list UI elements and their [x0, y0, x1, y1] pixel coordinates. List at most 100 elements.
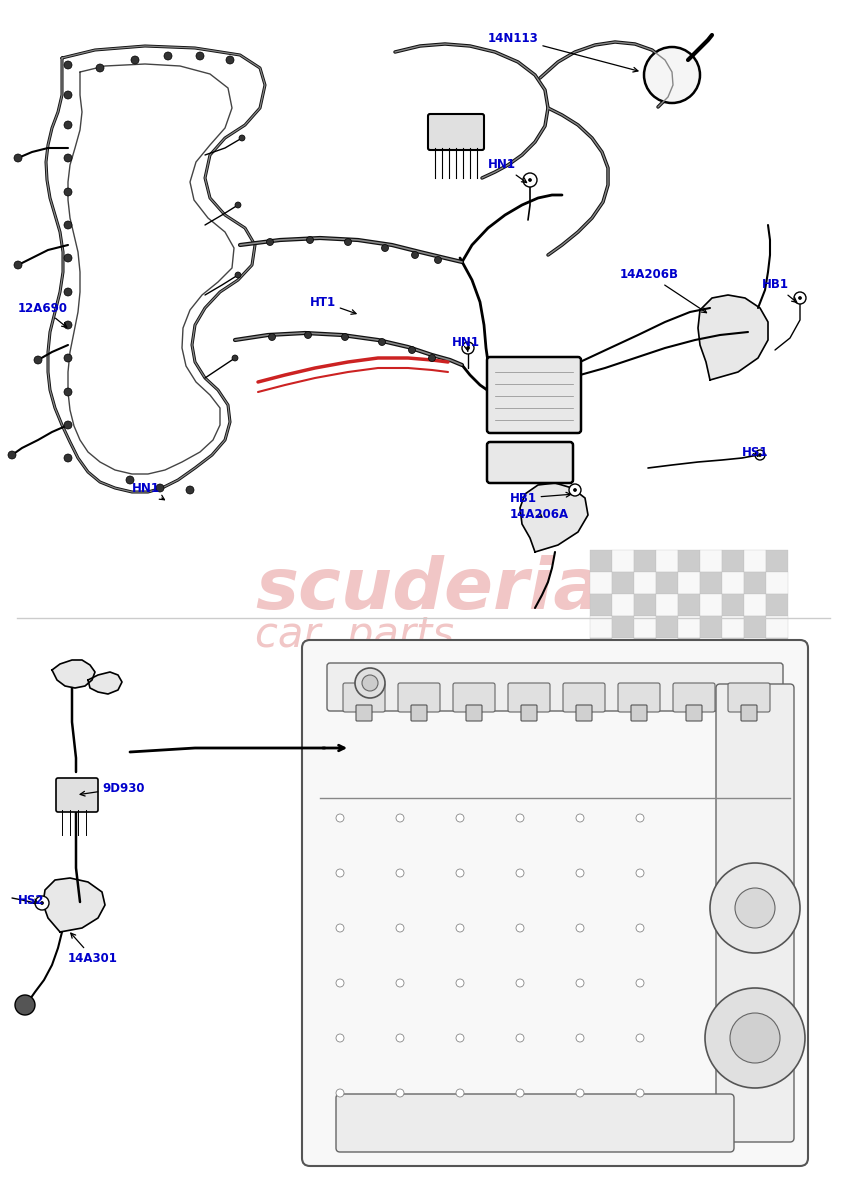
Text: HB1: HB1 [762, 278, 797, 302]
Circle shape [336, 1090, 344, 1097]
Circle shape [569, 484, 581, 496]
FancyBboxPatch shape [521, 704, 537, 721]
Circle shape [35, 896, 49, 910]
Bar [634, 572, 656, 594]
Polygon shape [698, 295, 768, 380]
Bar [722, 638, 744, 660]
Circle shape [239, 134, 245, 140]
Polygon shape [43, 878, 105, 932]
FancyBboxPatch shape [466, 704, 482, 721]
Bar [612, 594, 634, 616]
Circle shape [456, 924, 464, 932]
Circle shape [516, 924, 524, 932]
FancyBboxPatch shape [398, 683, 440, 712]
Polygon shape [52, 660, 95, 688]
Bar [700, 550, 722, 572]
Text: car  parts: car parts [255, 614, 454, 656]
FancyBboxPatch shape [336, 1094, 734, 1152]
FancyBboxPatch shape [428, 114, 484, 150]
Circle shape [126, 476, 134, 484]
Bar [722, 660, 744, 682]
Circle shape [456, 1034, 464, 1042]
Circle shape [64, 61, 72, 68]
Bar [656, 594, 678, 616]
Circle shape [799, 296, 801, 300]
Text: scuderia: scuderia [255, 556, 602, 624]
Circle shape [64, 188, 72, 196]
Bar [634, 660, 656, 682]
Circle shape [456, 1090, 464, 1097]
Circle shape [396, 869, 404, 877]
Circle shape [305, 331, 312, 338]
Bar [590, 616, 612, 638]
Circle shape [186, 486, 194, 494]
Bar [590, 594, 612, 616]
Circle shape [412, 252, 418, 258]
Circle shape [759, 454, 761, 456]
Circle shape [64, 121, 72, 128]
Circle shape [576, 1034, 584, 1042]
Bar [744, 594, 766, 616]
Text: 14A206A: 14A206A [510, 509, 569, 522]
Circle shape [336, 814, 344, 822]
Circle shape [456, 869, 464, 877]
FancyBboxPatch shape [741, 704, 757, 721]
Circle shape [516, 1090, 524, 1097]
Bar [744, 572, 766, 594]
Text: HS2: HS2 [18, 894, 45, 906]
Bar [766, 660, 788, 682]
Circle shape [64, 254, 72, 262]
Circle shape [232, 355, 238, 361]
FancyBboxPatch shape [302, 640, 808, 1166]
Bar [744, 660, 766, 682]
Circle shape [15, 995, 35, 1015]
FancyBboxPatch shape [728, 683, 770, 712]
Polygon shape [88, 672, 122, 694]
Circle shape [462, 342, 474, 354]
Circle shape [64, 354, 72, 362]
Circle shape [64, 454, 72, 462]
Circle shape [355, 668, 385, 698]
Bar [656, 616, 678, 638]
Circle shape [235, 272, 241, 278]
Circle shape [307, 236, 313, 244]
FancyBboxPatch shape [453, 683, 495, 712]
Bar [656, 638, 678, 660]
Circle shape [396, 1034, 404, 1042]
Circle shape [576, 869, 584, 877]
FancyBboxPatch shape [563, 683, 605, 712]
Circle shape [164, 52, 172, 60]
Circle shape [636, 979, 644, 986]
Circle shape [576, 924, 584, 932]
Circle shape [235, 202, 241, 208]
Circle shape [345, 239, 352, 246]
Circle shape [730, 1013, 780, 1063]
Text: 14A301: 14A301 [68, 934, 118, 965]
Circle shape [64, 388, 72, 396]
Circle shape [267, 239, 274, 246]
Circle shape [408, 347, 416, 354]
Text: HN1: HN1 [488, 158, 527, 182]
Circle shape [14, 154, 22, 162]
Bar [722, 550, 744, 572]
Circle shape [341, 334, 348, 341]
Circle shape [456, 814, 464, 822]
Circle shape [336, 1034, 344, 1042]
FancyBboxPatch shape [411, 704, 427, 721]
Circle shape [636, 869, 644, 877]
Circle shape [636, 1090, 644, 1097]
Circle shape [34, 356, 42, 364]
Circle shape [529, 179, 532, 181]
Text: 14N113: 14N113 [488, 31, 638, 72]
Circle shape [710, 863, 800, 953]
Text: 9D930: 9D930 [80, 781, 145, 796]
Bar [678, 550, 700, 572]
Bar [656, 572, 678, 594]
Text: HS1: HS1 [742, 445, 768, 458]
Circle shape [755, 450, 765, 460]
Circle shape [64, 91, 72, 98]
Polygon shape [520, 482, 588, 552]
Text: HB1: HB1 [510, 492, 571, 504]
Circle shape [336, 869, 344, 877]
Circle shape [636, 814, 644, 822]
